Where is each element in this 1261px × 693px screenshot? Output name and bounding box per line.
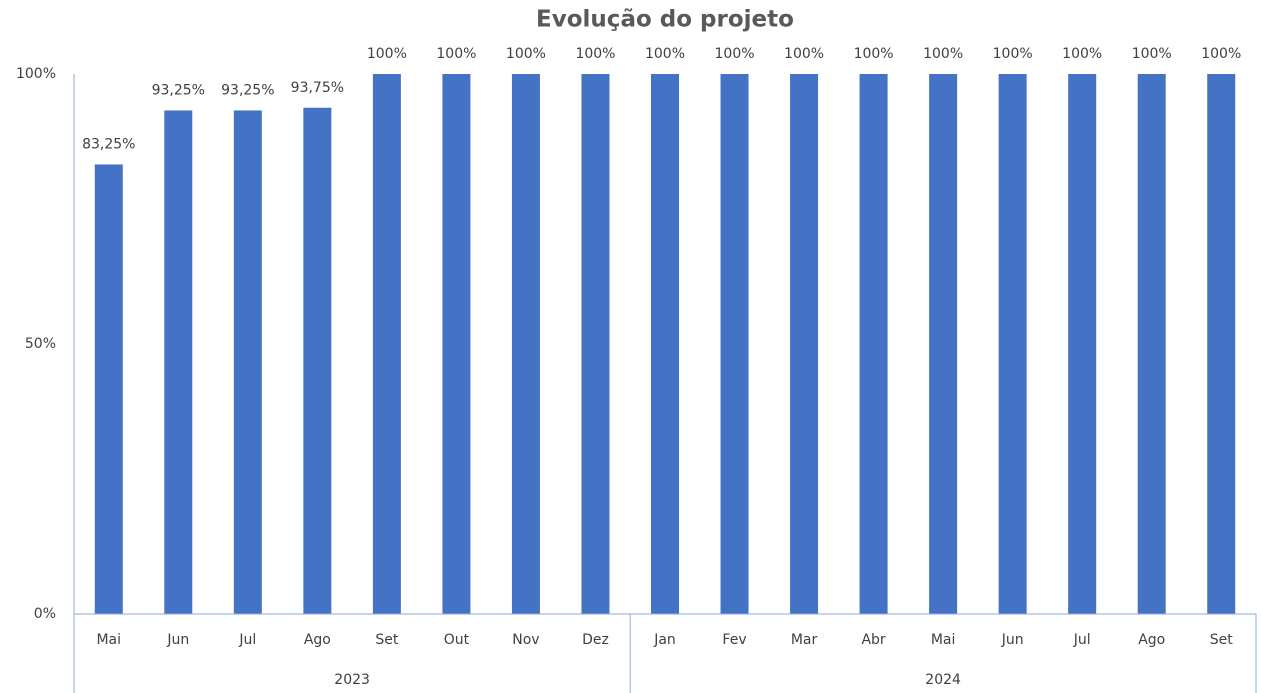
data-label: 93,75% (291, 80, 344, 96)
x-tick-label: Fev (722, 632, 746, 648)
x-tick-label: Mai (96, 632, 121, 648)
data-label: 93,25% (152, 82, 205, 98)
bar (1207, 74, 1236, 614)
x-tick-label: Dez (582, 632, 609, 648)
data-label: 100% (1201, 46, 1241, 62)
data-label: 100% (367, 46, 407, 62)
x-tick-label: Out (444, 632, 470, 648)
bar (998, 74, 1027, 614)
bar (581, 74, 610, 614)
bar (164, 110, 193, 614)
x-tick-label: Abr (861, 632, 885, 648)
x-tick-label: Mar (791, 632, 818, 648)
x-tick-label: Ago (304, 632, 331, 648)
bar (442, 74, 471, 614)
x-tick-label: Jul (1073, 632, 1091, 648)
data-label: 100% (993, 46, 1033, 62)
y-tick-label: 0% (34, 606, 56, 622)
bar (233, 110, 262, 614)
data-label: 100% (575, 46, 615, 62)
data-label: 100% (923, 46, 963, 62)
data-label: 100% (715, 46, 755, 62)
group-label: 2024 (925, 672, 961, 688)
group-label: 2023 (334, 672, 370, 688)
bar (511, 74, 540, 614)
y-tick-label: 100% (16, 66, 56, 82)
data-label: 93,25% (221, 82, 274, 98)
y-tick-label: 50% (25, 336, 56, 352)
data-label: 100% (645, 46, 685, 62)
data-label: 100% (784, 46, 824, 62)
bar (859, 74, 888, 614)
x-tick-label: Mai (931, 632, 956, 648)
x-tick-label: Set (1210, 632, 1234, 648)
data-label: 100% (506, 46, 546, 62)
x-tick-label: Set (375, 632, 399, 648)
x-tick-label: Jun (166, 632, 189, 648)
chart-title: Evolução do projeto (536, 7, 794, 33)
data-label: 100% (854, 46, 894, 62)
data-label: 83,25% (82, 136, 135, 152)
bar (94, 164, 123, 614)
bar (372, 74, 401, 614)
bar (651, 74, 679, 614)
data-label: 100% (1132, 46, 1172, 62)
data-label: 100% (436, 46, 476, 62)
x-tick-label: Nov (512, 632, 539, 648)
bar (790, 74, 819, 614)
bar (720, 74, 749, 614)
x-tick-label: Jul (238, 632, 256, 648)
x-tick-label: Jun (1001, 632, 1024, 648)
data-label: 100% (1062, 46, 1102, 62)
bar (1068, 74, 1097, 614)
bar (929, 74, 958, 614)
x-tick-label: Ago (1138, 632, 1165, 648)
bar (303, 107, 332, 614)
x-tick-label: Jan (653, 632, 676, 648)
bar (1137, 74, 1166, 614)
